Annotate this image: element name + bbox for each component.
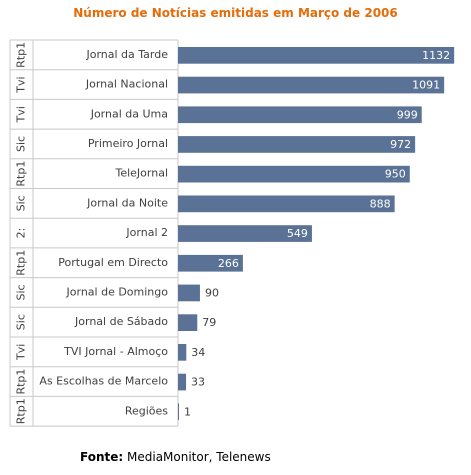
category-label: Primeiro Jornal [88,137,168,150]
bar [178,76,445,94]
group-label: Sic [15,284,28,300]
group-label: Tvi [15,106,28,123]
value-label: 33 [191,376,205,389]
bar [178,136,416,153]
bar [178,195,395,213]
group-label: Rtp1 [15,398,28,424]
bar [178,314,198,331]
source-label: Fonte: [80,450,124,464]
category-label: Jornal de Sábado [74,315,168,328]
bar [178,47,455,64]
group-label: Rtp1 [15,161,28,187]
category-label: Portugal em Directo [58,256,168,269]
category-label: Jornal Nacional [85,78,168,91]
value-label: 90 [205,286,219,299]
value-label: 999 [397,108,418,121]
value-label: 34 [191,346,205,359]
group-label: Sic [15,314,28,330]
value-label: 549 [287,227,308,240]
category-label: Jornal de Domingo [66,285,169,298]
source-note: Fonte: MediaMonitor, Telenews [80,450,271,464]
bar [178,344,187,361]
value-label: 1132 [422,49,450,62]
source-text: MediaMonitor, Telenews [127,450,271,464]
bar [178,403,179,421]
bar-chart: Rtp1 Jornal da Tarde 1132 Tvi Jornal Naciona… [9,39,455,427]
bar [178,373,187,391]
category-label: Jornal 2 [125,226,168,239]
bar [178,225,312,242]
group-label: Rtp1 [15,42,28,68]
category-label: Jornal da Uma [90,107,168,120]
value-label: 266 [218,257,239,270]
value-label: 1 [184,405,191,418]
value-label: 972 [390,138,411,151]
value-label: 79 [202,316,216,329]
bar [178,254,243,272]
bar [178,165,410,183]
bar [178,106,422,124]
value-label: 888 [370,197,391,210]
group-label: Rtp1 [15,369,28,395]
group-label: Tvi [15,76,28,93]
category-label: Regiões [125,404,168,417]
category-label: Jornal da Tarde [85,48,168,61]
value-label: 950 [385,168,406,181]
category-label: TeleJornal [114,167,168,180]
category-label: As Escolhas de Marcelo [39,375,168,388]
category-label: Jornal da Noite [86,196,168,209]
group-label: Rtp1 [15,250,28,276]
value-label: 1091 [412,79,440,92]
group-label: 2: [15,228,28,239]
group-label: Tvi [15,344,28,361]
group-label: Sic [15,136,28,152]
bar [178,284,200,302]
chart-title: Número de Notícias emitidas em Março de … [73,6,398,20]
group-label: Sic [15,195,28,211]
category-label: TVI Jornal - Almoço [63,345,168,358]
